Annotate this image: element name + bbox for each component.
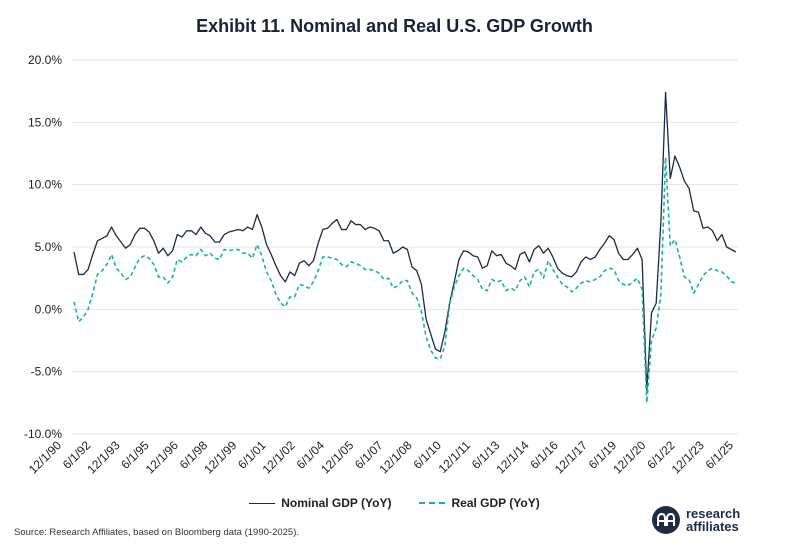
source-note: Source: Research Affiliates, based on Bl… — [14, 527, 299, 538]
logo-text-line1: research — [686, 506, 741, 521]
x-tick-label: 12/1/23 — [669, 438, 707, 476]
y-tick-label: 5.0% — [35, 240, 63, 254]
y-tick-label: 20.0% — [28, 53, 62, 67]
x-tick-label: 12/1/17 — [552, 438, 590, 476]
y-tick-label: -10.0% — [24, 427, 62, 441]
x-tick-label: 12/1/05 — [318, 438, 356, 476]
x-tick-label: 12/1/96 — [143, 438, 181, 476]
x-tick-label: 12/1/02 — [260, 438, 298, 476]
legend-label-real: Real GDP (YoY) — [451, 496, 540, 510]
x-tick-label: 6/1/25 — [703, 438, 737, 472]
series-lines — [73, 91, 737, 404]
series-line-real-gdp — [73, 156, 737, 404]
x-axis-ticks: 12/1/906/1/9212/1/936/1/9512/1/966/1/981… — [26, 438, 736, 476]
grid-lines — [72, 59, 738, 435]
x-tick-label: 12/1/14 — [493, 438, 531, 476]
x-tick-label: 12/1/93 — [84, 438, 122, 476]
logo-text-line2: affiliates — [686, 519, 739, 534]
legend-label-nominal: Nominal GDP (YoY) — [281, 496, 392, 510]
x-tick-label: 12/1/08 — [377, 438, 415, 476]
legend-swatch-real — [419, 502, 446, 504]
y-tick-label: 15.0% — [28, 115, 62, 129]
logo-mark-icon — [652, 506, 680, 534]
gdp-line-chart: -10.0% -5.0% 0.0% 5.0% 10.0% 15.0% 20.0% 12/1/… — [24, 53, 738, 476]
x-tick-label: 12/1/11 — [436, 438, 474, 476]
research-affiliates-logo: research affiliates — [652, 506, 740, 534]
y-tick-label: -5.0% — [31, 365, 63, 379]
legend: Nominal GDP (YoY) Real GDP (YoY) — [0, 496, 789, 510]
x-tick-label: 12/1/20 — [610, 438, 648, 476]
y-tick-label: 10.0% — [28, 178, 62, 192]
series-line-nominal-gdp — [73, 91, 737, 392]
x-tick-label: 12/1/90 — [26, 438, 64, 476]
legend-item-real: Real GDP (YoY) — [419, 496, 540, 510]
chart-title: Exhibit 11. Nominal and Real U.S. GDP Gr… — [196, 16, 593, 36]
y-axis-ticks: -10.0% -5.0% 0.0% 5.0% 10.0% 15.0% 20.0% — [24, 53, 62, 441]
x-tick-label: 12/1/99 — [201, 438, 239, 476]
y-tick-label: 0.0% — [35, 302, 63, 316]
legend-item-nominal: Nominal GDP (YoY) — [249, 496, 391, 510]
legend-swatch-nominal — [249, 502, 276, 504]
